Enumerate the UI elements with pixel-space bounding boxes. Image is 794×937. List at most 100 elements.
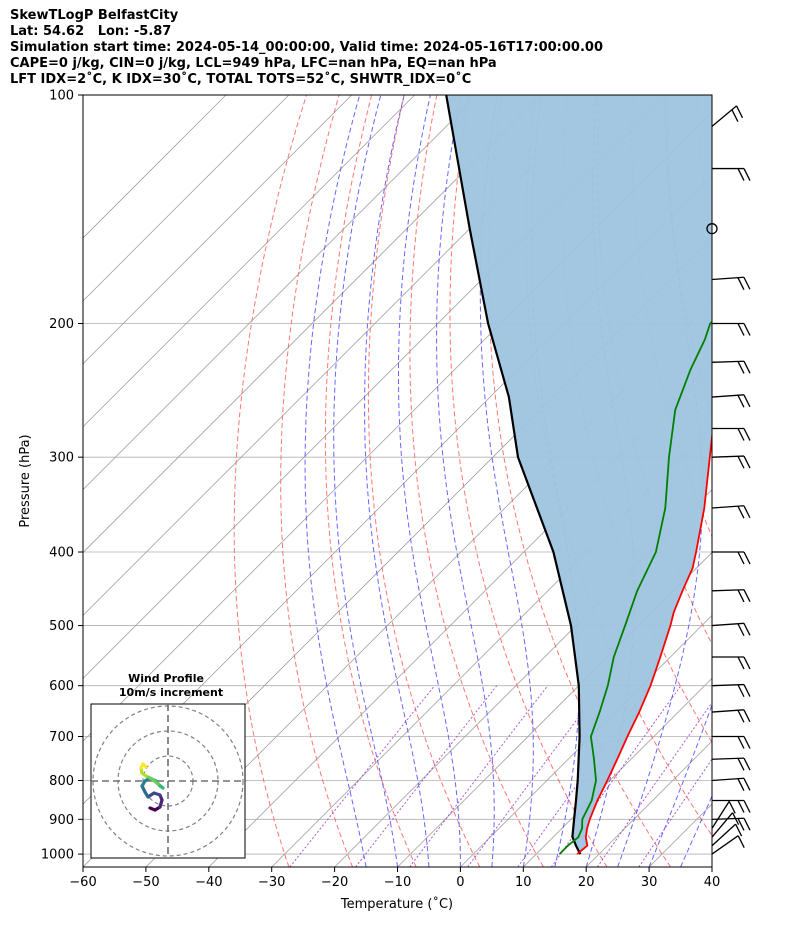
moist-adiabat xyxy=(436,95,495,867)
barb-flag xyxy=(743,323,751,336)
isotherm xyxy=(397,551,712,867)
mixing-ratio-line xyxy=(550,685,682,867)
inset-plot xyxy=(91,704,245,858)
barb-flag xyxy=(737,778,745,791)
wind-barb xyxy=(711,757,751,771)
barb-flag xyxy=(743,777,751,791)
y-tick-label: 1000 xyxy=(41,848,74,863)
barb-shaft xyxy=(711,683,745,687)
barb-flag xyxy=(737,818,745,831)
parcel-shade xyxy=(446,95,712,855)
barb-shaft xyxy=(711,817,745,820)
wind-barb xyxy=(712,322,751,336)
isotherm xyxy=(711,866,712,867)
barb-shaft xyxy=(711,823,737,847)
barb-flag xyxy=(737,800,745,813)
barb-shaft xyxy=(711,360,745,363)
isotherm xyxy=(83,95,227,239)
dry-adiabat xyxy=(367,95,481,867)
barb-flag xyxy=(743,455,751,469)
barb-flag xyxy=(743,168,751,181)
mixing-ratio-line xyxy=(467,685,603,867)
dry-adiabat xyxy=(730,95,794,867)
dry-adiabat xyxy=(280,95,353,867)
barb-shaft xyxy=(711,801,730,829)
wind-barb xyxy=(712,799,751,813)
barb-flag xyxy=(735,823,743,837)
wind-barb xyxy=(711,105,744,127)
isotherm xyxy=(83,95,353,365)
x-tick-label: −40 xyxy=(195,875,222,890)
barb-flag xyxy=(743,656,751,670)
x-tick-label: −50 xyxy=(132,875,159,890)
inset-subtitle: 10m/s increment xyxy=(119,686,223,699)
dry-adiabat xyxy=(763,95,794,867)
wind-barb xyxy=(711,360,751,374)
barb-flag xyxy=(743,276,751,290)
barb-flag xyxy=(737,428,745,441)
barb-flag xyxy=(737,684,745,698)
index-line: LFT IDX=2˚C, K IDX=30˚C, TOTAL TOTS=52˚C… xyxy=(10,72,472,87)
barb-flag xyxy=(735,105,744,119)
parcel-line xyxy=(445,95,582,855)
dry-adiabat xyxy=(324,95,417,867)
dry-adiabat xyxy=(233,95,307,867)
cape-line: CAPE=0 j/kg, CIN=0 j/kg, LCL=949 hPa, LF… xyxy=(10,56,497,71)
barb-flag xyxy=(737,168,745,181)
x-tick-label: 20 xyxy=(578,875,595,890)
barb-shaft xyxy=(711,812,734,838)
barb-flag xyxy=(737,835,745,849)
x-tick-label: −30 xyxy=(258,875,285,890)
moist-adiabat xyxy=(333,95,398,867)
wind-barb xyxy=(711,777,751,791)
barb-flag xyxy=(737,589,745,603)
y-tick-label: 500 xyxy=(49,619,74,634)
barb-flag xyxy=(737,758,745,771)
location-line: Lat: 54.62 Lon: -5.87 xyxy=(10,24,172,39)
barb-shaft xyxy=(711,105,737,127)
dewpoint-line xyxy=(558,320,712,855)
moist-adiabat xyxy=(479,95,534,867)
inset-title: Wind Profile xyxy=(128,672,204,685)
y-tick-label: 600 xyxy=(49,679,74,694)
dry-adiabat xyxy=(409,95,544,867)
y-axis-label: Pressure (hPa) xyxy=(18,434,33,527)
wind-barb xyxy=(711,455,751,469)
mixing-ratio-line xyxy=(355,685,498,867)
wind-barb xyxy=(711,801,736,829)
wind-barb xyxy=(711,276,751,290)
barb-shaft xyxy=(711,835,739,855)
x-tick-label: −10 xyxy=(384,875,411,890)
barb-shaft xyxy=(711,455,745,458)
isotherm xyxy=(83,95,290,302)
moist-adiabat xyxy=(304,95,367,867)
barb-flag xyxy=(737,277,745,290)
x-tick-label: −20 xyxy=(321,875,348,890)
x-axis-label: Temperature (˚C) xyxy=(340,896,453,912)
isotherm xyxy=(83,95,541,554)
chart-title: SkewTLogP BelfastCity xyxy=(10,8,179,23)
x-tick-label: 40 xyxy=(704,875,721,890)
barb-flag xyxy=(743,360,751,374)
wind-barb xyxy=(712,656,751,670)
dry-adiabat xyxy=(449,95,608,867)
barb-flag xyxy=(743,800,751,813)
y-tick-label: 200 xyxy=(49,317,74,332)
y-tick-label: 800 xyxy=(49,774,74,789)
barb-flag xyxy=(743,589,751,603)
barb-flag xyxy=(737,551,745,565)
barb-flag xyxy=(743,505,751,519)
wind-calm-circle xyxy=(706,223,718,235)
barb-flag xyxy=(743,551,751,565)
barb-flag xyxy=(743,736,751,749)
barb-flag xyxy=(743,684,751,697)
barb-flag xyxy=(737,394,745,408)
barb-flag xyxy=(737,656,745,670)
wind-barb xyxy=(712,427,751,441)
barb-flag xyxy=(743,817,751,831)
barb-flag xyxy=(743,709,751,723)
y-tick-label: 100 xyxy=(49,89,74,104)
y-tick-label: 300 xyxy=(49,451,74,466)
wind-barb xyxy=(711,835,745,855)
